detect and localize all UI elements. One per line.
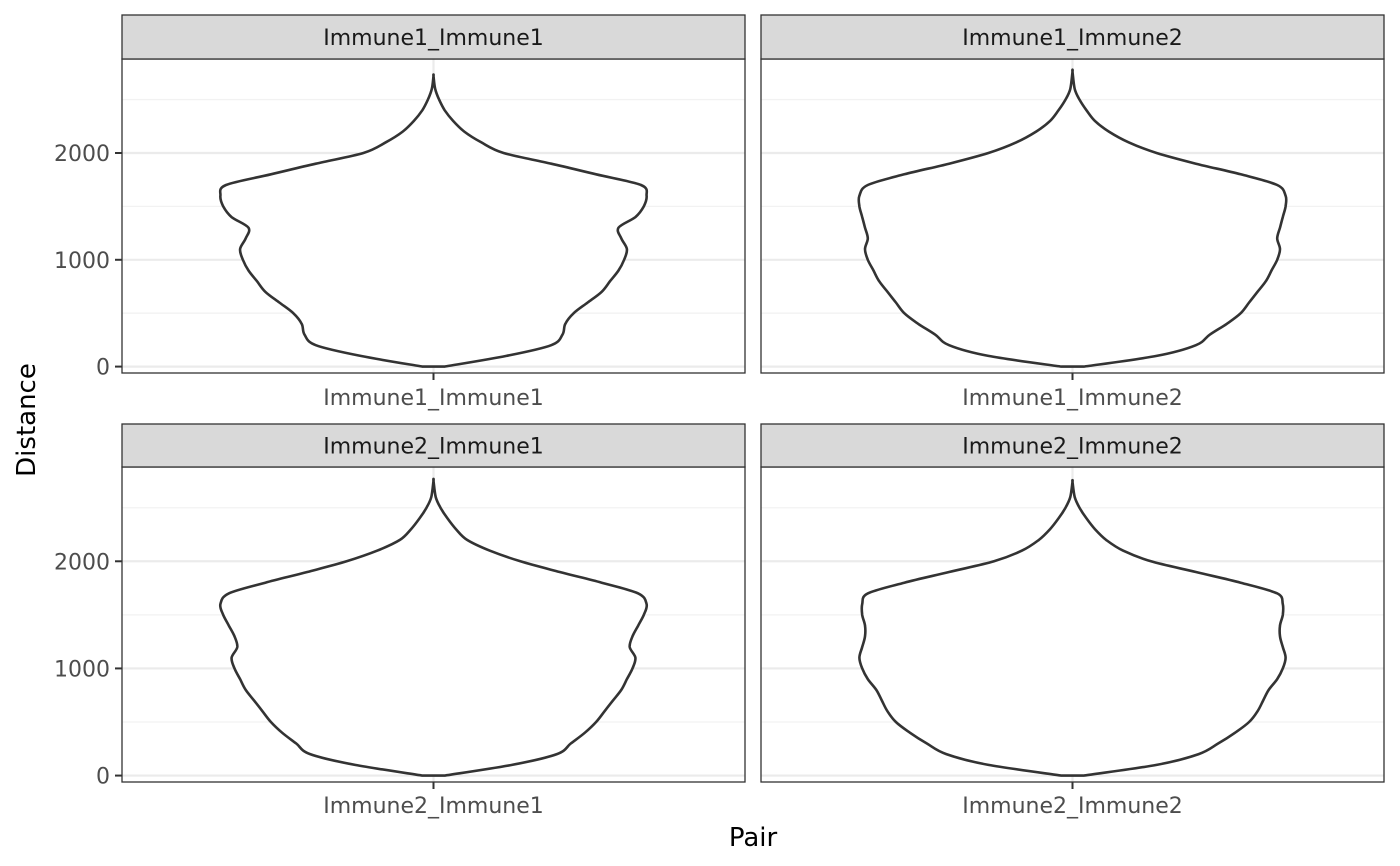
y-tick-label: 2000 [54, 142, 110, 167]
facet-strip-label: Immune1_Immune2 [962, 26, 1183, 51]
y-tick-label: 0 [96, 356, 110, 381]
y-tick-label: 1000 [54, 249, 110, 274]
x-tick-label: Immune1_Immune2 [962, 386, 1183, 411]
facet-strip-label: Immune1_Immune1 [323, 26, 544, 51]
facet-strip [760, 423, 1385, 468]
facet-strip [760, 14, 1385, 60]
y-tick-label: 2000 [54, 550, 110, 575]
facet-strip [121, 423, 746, 468]
x-tick-label: Immune1_Immune1 [323, 386, 544, 411]
x-tick-label: Immune2_Immune2 [962, 794, 1183, 819]
facet-panels: Immune1_Immune1Immune1_Immune1010002000I… [54, 14, 1385, 819]
x-axis-title: Pair [729, 823, 778, 853]
facet-panel: Immune1_Immune1 Immune1_Immune1 0 1000 2000 [54, 14, 746, 411]
y-tick-label: 0 [96, 765, 110, 790]
facet-panel: Immune2_Immune1 Immune2_Immune1 0 1000 2000 [54, 423, 746, 819]
violin-shape [858, 478, 1287, 777]
y-axis-title: Distance [12, 363, 42, 477]
x-tick-label: Immune2_Immune1 [323, 794, 544, 819]
facet-strip-label: Immune2_Immune2 [962, 435, 1183, 460]
y-tick-label: 1000 [54, 657, 110, 682]
facet-strip-label: Immune2_Immune1 [323, 435, 544, 460]
facet-panel: Immune2_Immune2 Immune2_Immune2 [760, 423, 1385, 819]
violin-shape [218, 73, 649, 368]
violin-shape [218, 477, 649, 777]
facet-strip [121, 14, 746, 60]
facet-panel: Immune1_Immune2 Immune1_Immune2 [760, 14, 1385, 411]
violin-shape [857, 68, 1288, 368]
